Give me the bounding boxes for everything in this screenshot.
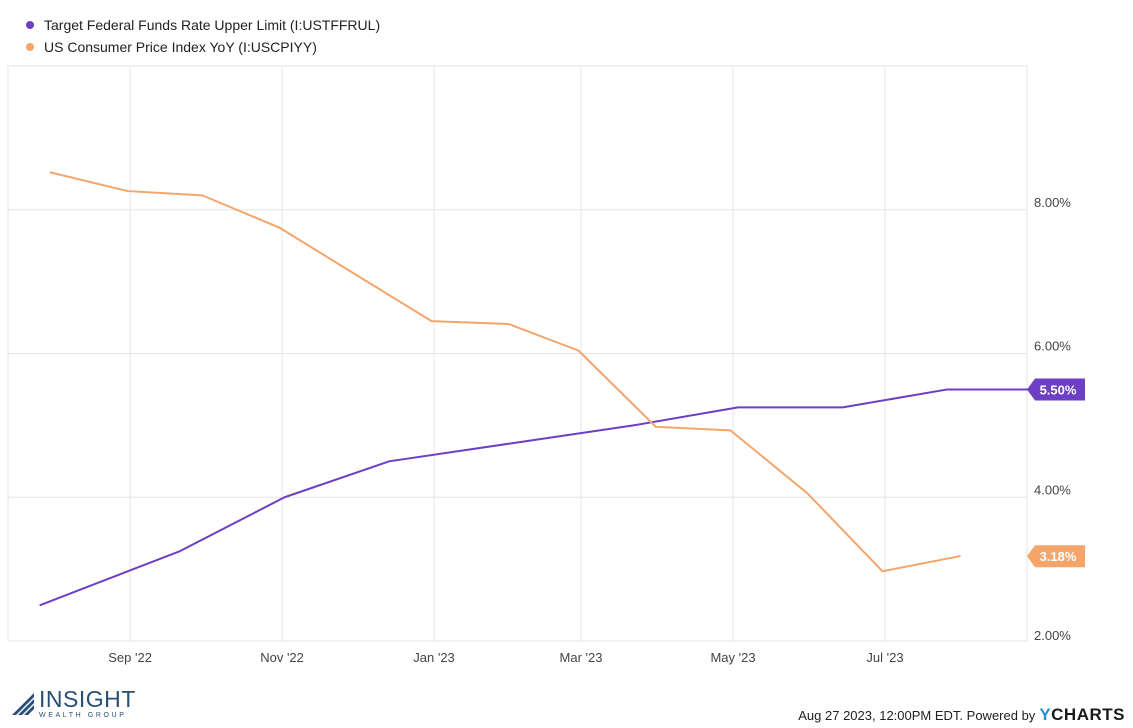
- x-tick-label: Mar '23: [560, 650, 603, 665]
- y-tick-label: 4.00%: [1034, 482, 1071, 497]
- footer-attribution: Aug 27 2023, 12:00PM EDT. Powered by YCH…: [798, 705, 1125, 725]
- legend-dot-cpi: [26, 43, 34, 51]
- series-lines: [39, 171, 1028, 607]
- x-tick-label: Nov '22: [260, 650, 304, 665]
- y-tick-label: 2.00%: [1034, 628, 1071, 643]
- logo-mark-icon: [12, 692, 34, 715]
- last-value-badge-cpi: 3.18%: [1027, 545, 1085, 568]
- grid: [7, 65, 1028, 642]
- series-line-fed-funds: [39, 388, 1028, 607]
- ycharts-logo-y: Y: [1039, 705, 1052, 724]
- legend-item-cpi[interactable]: US Consumer Price Index YoY (I:USCPIYY): [26, 36, 380, 58]
- y-axis-ticks: 2.00% 4.00% 6.00% 8.00%: [1034, 195, 1071, 643]
- legend-label-fed-funds: Target Federal Funds Rate Upper Limit (I…: [44, 17, 381, 33]
- x-tick-label: Sep '22: [108, 650, 152, 665]
- x-axis-ticks: Sep '22 Nov '22 Jan '23 Mar '23 May '23 Jul '…: [108, 650, 903, 665]
- last-value-badges: 5.50% 3.18%: [1027, 378, 1085, 568]
- series-line-cpi: [49, 171, 961, 573]
- badge-shape: [1027, 545, 1085, 568]
- legend: Target Federal Funds Rate Upper Limit (I…: [26, 14, 380, 58]
- x-tick-label: Jul '23: [866, 650, 903, 665]
- last-value-badge-fed-funds: 5.50%: [1027, 378, 1085, 401]
- insight-wealth-group-logo: INSIGHT WEALTH GROUP: [12, 688, 136, 719]
- legend-item-fed-funds[interactable]: Target Federal Funds Rate Upper Limit (I…: [26, 14, 380, 36]
- logo-main-text: INSIGHT: [39, 686, 136, 712]
- logo-sub-text: WEALTH GROUP: [39, 712, 127, 719]
- legend-label-cpi: US Consumer Price Index YoY (I:USCPIYY): [44, 39, 317, 55]
- x-tick-label: May '23: [710, 650, 755, 665]
- legend-dot-fed-funds: [26, 21, 34, 29]
- ycharts-logo-rest: CHARTS: [1051, 705, 1125, 724]
- x-tick-label: Jan '23: [413, 650, 455, 665]
- footer-text: Aug 27 2023, 12:00PM EDT. Powered by: [798, 708, 1036, 723]
- ycharts-logo[interactable]: YCHARTS: [1039, 705, 1125, 725]
- badge-label: 5.50%: [1040, 382, 1077, 397]
- badge-label: 3.18%: [1040, 549, 1077, 564]
- badge-shape: [1027, 378, 1085, 401]
- y-tick-label: 8.00%: [1034, 195, 1071, 210]
- y-tick-label: 6.00%: [1034, 339, 1071, 354]
